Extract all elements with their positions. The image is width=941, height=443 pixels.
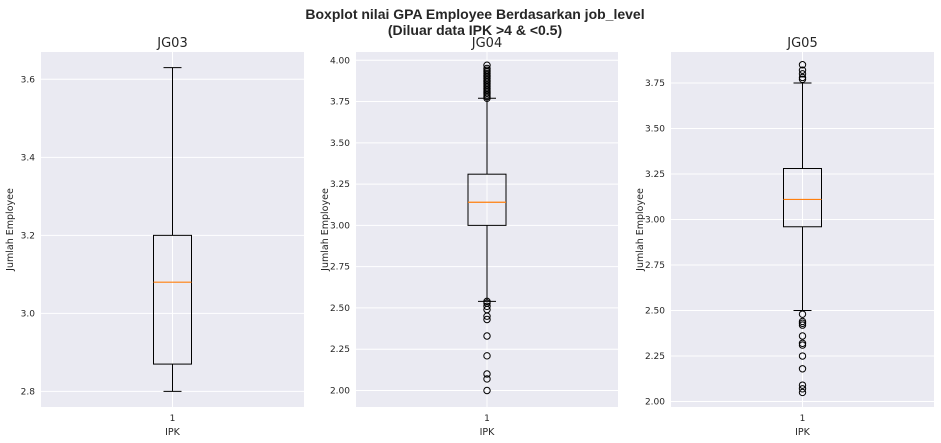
y-tick-label: 2.00: [330, 386, 350, 396]
outlier-point: [483, 297, 491, 306]
y-tick-label: 2.25: [645, 352, 665, 362]
y-tick-label: 3.0: [21, 309, 36, 319]
outlier-point: [483, 302, 491, 310]
outlier-point: [483, 375, 491, 383]
y-tick-label: 2.75: [330, 263, 350, 273]
outlier-point: [798, 352, 807, 360]
figure-title-line1: Boxplot nilai GPA Employee Berdasarkan j…: [305, 6, 644, 22]
iqr-box: [783, 168, 822, 228]
y-tick-label: 2.00: [645, 398, 665, 408]
outlier-point: [483, 386, 491, 395]
subplot-jg04: 2.00 2.25 2.50 2.75 3.00 3.25 3.50 3.75 4.00 1 IPK…: [320, 36, 618, 438]
x-axis-label: IPK: [165, 427, 181, 438]
outlier-point: [483, 352, 491, 360]
outlier-point: [798, 317, 807, 326]
y-axis-label: Jumlah Employee: [635, 188, 646, 272]
outlier-point: [798, 310, 807, 318]
outlier-point: [483, 64, 491, 73]
x-tick-label: 1: [484, 414, 490, 424]
y-tick-label: 2.8: [21, 387, 36, 397]
subplot-title: JG03: [156, 36, 187, 51]
x-axis-label: IPK: [480, 427, 496, 438]
y-tick-label: 3.4: [21, 153, 36, 163]
y-tick-label: 2.50: [330, 304, 350, 314]
outlier-point: [483, 61, 491, 69]
outlier-point: [798, 61, 807, 69]
subplot-jg05: 2.00 2.25 2.50 2.75 3.00 3.25 3.50 3.75 1 IPK Juml…: [635, 36, 934, 438]
outlier-point: [798, 381, 807, 389]
y-tick-label: 3.50: [330, 139, 350, 149]
iqr-box: [467, 173, 507, 226]
y-tick-label: 2.50: [645, 307, 665, 317]
outlier-point: [483, 332, 491, 340]
y-tick-label: 2.25: [330, 345, 350, 355]
subplot-title: JG04: [471, 36, 502, 51]
subplot-jg03: 2.8 3.0 3.2 3.4 3.6 1 IPK Jumlah Employee JG03: [5, 36, 304, 438]
y-tick-label: 3.75: [330, 98, 350, 108]
outlier-point: [798, 339, 807, 347]
outlier-point: [798, 66, 807, 74]
y-tick-label: 2.75: [645, 261, 665, 271]
y-tick-label: 3.75: [645, 79, 665, 89]
outlier-point: [483, 315, 491, 324]
outlier-point: [798, 388, 807, 397]
y-tick-label: 3.25: [330, 180, 350, 190]
y-axis-label: Jumlah Employee: [5, 188, 16, 272]
outlier-point: [798, 332, 807, 340]
y-tick-label: 3.50: [645, 124, 665, 134]
y-tick-label: 4.00: [330, 56, 350, 66]
y-axis-label: Jumlah Employee: [320, 188, 331, 272]
y-tick-label: 3.25: [645, 170, 665, 180]
outlier-point: [798, 70, 807, 78]
y-tick-label: 3.00: [645, 215, 665, 225]
x-tick-label: 1: [170, 414, 176, 424]
y-tick-label: 3.2: [21, 231, 35, 241]
x-tick-label: 1: [800, 414, 806, 424]
figure-title-line2: (Diluar data IPK >4 & <0.5): [388, 22, 562, 38]
outlier-point: [798, 385, 807, 393]
x-axis-label: IPK: [795, 427, 811, 438]
subplot-title: JG05: [786, 36, 817, 51]
outlier-point: [798, 73, 807, 82]
outlier-point: [798, 365, 807, 373]
iqr-box: [153, 234, 192, 365]
outlier-point: [483, 370, 491, 378]
y-tick-label: 3.00: [330, 221, 350, 231]
y-tick-label: 3.6: [21, 75, 36, 85]
